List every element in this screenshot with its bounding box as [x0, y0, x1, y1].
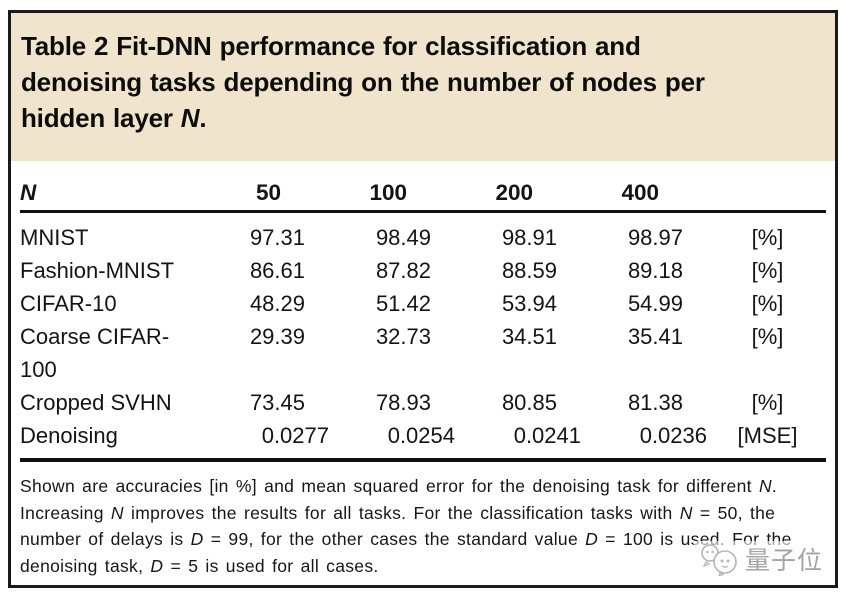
- task-label-cell: Denoising: [20, 423, 118, 448]
- value-cell: 0.0236: [639, 423, 707, 448]
- table-caption-box: Table 2 Fit-DNN performance for classifi…: [11, 13, 835, 161]
- paper-table-figure: Table 2 Fit-DNN performance for classifi…: [8, 10, 838, 588]
- footnote-line: number of delays is D = 99, for the othe…: [20, 529, 792, 549]
- value-cell: 98.97: [627, 225, 683, 250]
- value-cell: 48.29: [249, 291, 305, 316]
- value-cell: 88.59: [501, 258, 557, 283]
- value-cell: 98.49: [375, 225, 431, 250]
- value-cell: 89.18: [627, 258, 683, 283]
- value-cell: 34.51: [501, 324, 557, 349]
- table-footnote: Shown are accuracies [in %] and mean squ…: [20, 462, 826, 579]
- value-cell: 87.82: [375, 258, 431, 283]
- value-cell: 53.94: [501, 291, 557, 316]
- footnote-line: Increasing N improves the results for al…: [20, 502, 776, 523]
- value-cell: 35.41: [627, 324, 683, 349]
- value-cell: 80.85: [501, 390, 557, 415]
- task-label-cell: Coarse CIFAR- 100: [20, 324, 170, 382]
- value-cell: 86.61: [249, 258, 305, 283]
- column-header-400: 400: [621, 180, 659, 205]
- value-cell: 81.38: [627, 390, 683, 415]
- value-cell: 0.0254: [387, 423, 455, 448]
- watermark-text: 量子位: [744, 547, 823, 575]
- table-title-line: denoising tasks depending on the number …: [21, 67, 705, 97]
- unit-cell: [%]: [751, 324, 784, 349]
- footnote-line: Shown are accuracies [in %] and mean squ…: [20, 476, 778, 496]
- value-cell: 97.31: [249, 225, 305, 250]
- unit-cell: [%]: [751, 225, 784, 250]
- table-title-line: hidden layer N.: [21, 103, 207, 133]
- value-cell: 98.91: [501, 225, 557, 250]
- unit-cell: [MSE]: [737, 423, 798, 448]
- value-cell: 51.42: [375, 291, 431, 316]
- unit-cell: [%]: [751, 258, 784, 283]
- task-label-cell: CIFAR-10: [20, 291, 117, 316]
- table-title-line: Table 2 Fit-DNN performance for classifi…: [21, 31, 641, 61]
- table-row: Fashion-MNIST 86.61 87.82 88.59 89.18 [%]: [20, 254, 826, 287]
- table-row: MNIST 97.31 98.49 98.91 98.97 [%]: [20, 221, 826, 254]
- table-bottom-rule: [20, 458, 826, 462]
- value-cell: 54.99: [627, 291, 683, 316]
- column-header-100: 100: [369, 180, 407, 205]
- table-header-row: N 50 100 200 400: [20, 178, 826, 213]
- value-cell: 0.0277: [261, 423, 329, 448]
- table-row: CIFAR-10 48.29 51.42 53.94 54.99 [%]: [20, 287, 826, 320]
- qbitai-logo-icon: [698, 542, 740, 576]
- unit-cell: [%]: [751, 390, 784, 415]
- watermark-qbitai: 量子位: [693, 541, 823, 577]
- results-table: N 50 100 200 400 MNIST 97.31 98.49 98.91 98.97 [%…: [20, 178, 826, 462]
- table-body: MNIST 97.31 98.49 98.91 98.97 [%] Fashion-MNIS…: [20, 213, 826, 452]
- value-cell: 0.0241: [513, 423, 581, 448]
- value-cell: 73.45: [249, 390, 305, 415]
- value-cell: 29.39: [249, 324, 305, 349]
- value-cell: 32.73: [375, 324, 431, 349]
- column-header-50: 50: [255, 180, 281, 205]
- table-title: Table 2 Fit-DNN performance for classifi…: [21, 28, 823, 136]
- column-header-N: N: [20, 180, 37, 205]
- table-row: Coarse CIFAR- 100 29.39 32.73 34.51 35.41 [%]: [20, 320, 826, 386]
- unit-cell: [%]: [751, 291, 784, 316]
- table-row: Denoising 0.0277 0.0254 0.0241 0.0236 [MSE]: [20, 419, 826, 452]
- task-label-cell: MNIST: [20, 225, 89, 250]
- footnote-line: denoising task, D = 5 is used for all ca…: [20, 555, 379, 576]
- task-label-cell: Cropped SVHN: [20, 390, 172, 415]
- value-cell: 78.93: [375, 390, 431, 415]
- column-header-200: 200: [495, 180, 533, 205]
- task-label-cell: Fashion-MNIST: [20, 258, 175, 283]
- table-row: Cropped SVHN 73.45 78.93 80.85 81.38 [%]: [20, 386, 826, 419]
